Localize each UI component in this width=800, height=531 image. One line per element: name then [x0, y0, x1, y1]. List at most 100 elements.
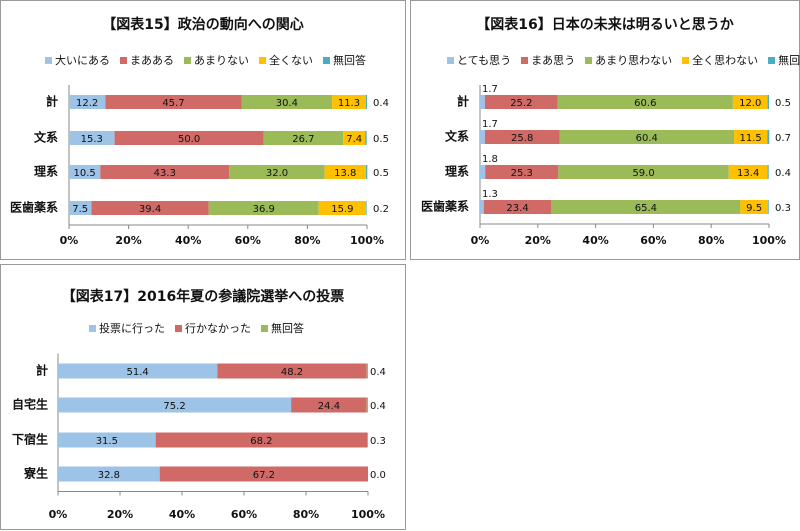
- bar-segment: [484, 130, 560, 144]
- legend-item: 無回答: [323, 52, 366, 68]
- chart-panel-17: 【図表17】2016年夏の参議院選挙への投票 投票に行った 行かなかった 無回答…: [0, 264, 406, 530]
- bar-segment: [734, 130, 768, 144]
- category-label: 文系: [34, 130, 58, 145]
- legend-swatch: [768, 56, 776, 64]
- legend-label: 無回答: [271, 322, 304, 335]
- x-tick-label: 80%: [294, 234, 320, 247]
- bar-segment: [366, 201, 367, 215]
- legend-item: まあある: [120, 52, 174, 68]
- data-label: 68.2: [250, 436, 272, 447]
- bar-segment: [114, 131, 264, 145]
- bar-segment: [485, 165, 559, 179]
- data-label: 13.4: [737, 168, 759, 179]
- data-label: 0.4: [370, 367, 386, 378]
- data-label: 0.0: [370, 470, 386, 481]
- data-label: 51.4: [127, 367, 149, 378]
- bar-segment: [557, 95, 733, 109]
- bar-segment: [728, 165, 768, 179]
- category-label: 文系: [445, 129, 469, 144]
- x-tick-label: 20%: [525, 234, 551, 247]
- legend-label: 全く思わない: [692, 54, 759, 67]
- x-tick-label: 80%: [698, 234, 724, 247]
- bar-segment: [105, 95, 242, 109]
- legend-item: 無回答: [261, 320, 304, 336]
- bar-segment: [58, 363, 218, 379]
- bar-segment: [208, 201, 319, 215]
- bar-segment: [58, 397, 292, 413]
- bar-segment: [367, 432, 368, 448]
- legend-item: あまり思わない: [585, 52, 672, 68]
- bar-segment: [263, 131, 344, 145]
- legend-label: 行かなかった: [185, 322, 251, 335]
- legend-item: 投票に行った: [89, 320, 165, 336]
- bar-segment: [91, 201, 209, 215]
- bar-segment: [767, 200, 769, 214]
- data-label: 15.9: [331, 204, 353, 215]
- bar-segment: [767, 165, 769, 179]
- data-label: 67.2: [253, 470, 275, 481]
- bar-segment: [558, 165, 729, 179]
- legend-item: あまりない: [184, 52, 249, 68]
- bar-segment: [767, 95, 769, 109]
- data-label: 31.5: [96, 436, 118, 447]
- data-label: 36.9: [253, 204, 275, 215]
- bar-segment: [241, 95, 333, 109]
- x-tick-label: 60%: [235, 234, 261, 247]
- data-label: 1.3: [482, 189, 498, 200]
- category-label: 計: [46, 94, 58, 109]
- x-tick-label: 80%: [293, 508, 319, 521]
- bar-segment: [69, 165, 101, 179]
- chart-title-15: 【図表15】政治の動向への関心: [102, 17, 304, 33]
- bar-segment: [732, 95, 768, 109]
- data-label: 32.8: [98, 470, 120, 481]
- legend-swatch: [323, 56, 330, 64]
- legend-swatch: [45, 56, 52, 64]
- bar-segment: [365, 165, 368, 179]
- data-label: 0.7: [775, 133, 791, 144]
- legend-swatch: [89, 324, 96, 332]
- bar-segment: [69, 131, 115, 145]
- data-label: 50.0: [178, 134, 200, 145]
- x-tick-label: 60%: [640, 234, 666, 247]
- x-tick-label: 20%: [115, 234, 141, 247]
- legend-swatch: [447, 56, 454, 64]
- data-label: 65.4: [635, 203, 657, 214]
- category-label: 下宿生: [12, 432, 48, 447]
- legend-item: 全くない: [259, 52, 313, 68]
- data-label: 43.3: [154, 168, 176, 179]
- bar-segment: [159, 466, 368, 482]
- data-label: 32.0: [266, 168, 288, 179]
- category-label: 寮生: [23, 466, 48, 481]
- category-label: 医歯薬系: [10, 200, 58, 215]
- data-label: 0.4: [373, 98, 389, 109]
- bar-segment: [324, 165, 366, 179]
- legend-swatch: [261, 324, 268, 332]
- legend-swatch: [682, 56, 690, 64]
- data-label: 0.3: [370, 436, 386, 447]
- legend-swatch: [521, 56, 529, 64]
- data-label: 0.2: [373, 204, 389, 215]
- data-label: 1.8: [482, 154, 498, 165]
- data-label: 25.2: [510, 98, 532, 109]
- data-label: 39.4: [139, 204, 161, 215]
- x-tick-label: 100%: [752, 234, 786, 247]
- data-label: 0.5: [373, 168, 389, 179]
- bar-segment: [740, 200, 768, 214]
- data-label: 0.5: [373, 134, 389, 145]
- data-label: 60.6: [634, 98, 656, 109]
- legend-label: あまり思わない: [595, 54, 673, 67]
- chart-title-16: 【図表16】日本の未来は明るいと思うか: [476, 17, 734, 33]
- legend-swatch: [120, 56, 127, 64]
- data-label: 48.2: [281, 367, 303, 378]
- bar-segment: [58, 466, 160, 482]
- bar-segment: [58, 432, 156, 448]
- data-label: 7.4: [346, 134, 362, 145]
- bar-segment: [366, 397, 368, 413]
- x-tick-label: 0%: [49, 508, 68, 521]
- data-label: 59.0: [632, 168, 654, 179]
- bar-segment: [365, 95, 367, 109]
- bar-segment: [229, 165, 325, 179]
- legend-label: 大いにある: [55, 54, 110, 67]
- legend-swatch: [585, 56, 593, 64]
- legend-item: 全く思わない: [682, 52, 758, 68]
